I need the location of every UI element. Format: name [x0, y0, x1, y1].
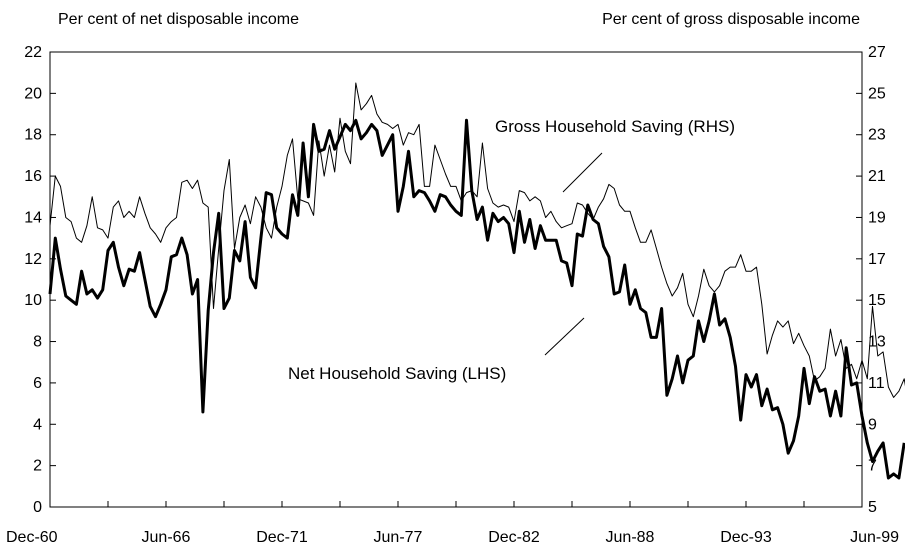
- x-tick-label: Jun-77: [374, 529, 423, 546]
- x-tick-label: Dec-71: [256, 529, 308, 546]
- x-tick-label: Jun-66: [142, 529, 191, 546]
- left-tick-label: 2: [33, 458, 42, 475]
- left-tick-label: 20: [24, 85, 42, 102]
- right-tick-label: 25: [868, 85, 886, 102]
- left-tick-label: 22: [24, 44, 42, 61]
- right-tick-label: 5: [868, 499, 877, 516]
- right-tick-label: 9: [868, 416, 877, 433]
- right-tick-label: 27: [868, 44, 886, 61]
- x-tick-label: Dec-60: [6, 529, 58, 546]
- right-tick-label: 11: [868, 375, 885, 392]
- x-tick-label: Dec-82: [488, 529, 540, 546]
- right-axis-title: Per cent of gross disposable income: [602, 11, 860, 28]
- right-axis: 5 7 9 11 13 15 17 19 21 23 25 27: [856, 44, 886, 516]
- left-tick-label: 10: [24, 292, 42, 309]
- right-tick-label: 15: [868, 292, 886, 309]
- right-tick-label: 7: [868, 458, 877, 475]
- left-axis: 0 2 4 6 8 10 12 14 16 18 20 22: [24, 44, 56, 516]
- left-tick-label: 4: [33, 416, 42, 433]
- left-tick-label: 18: [24, 127, 42, 144]
- left-tick-label: 12: [24, 251, 42, 268]
- left-axis-title: Per cent of net disposable income: [58, 11, 299, 28]
- x-tick-label: Jun-88: [606, 529, 655, 546]
- left-tick-label: 14: [24, 209, 42, 226]
- right-tick-label: 19: [868, 209, 886, 226]
- plot-frame: [49, 51, 863, 508]
- right-tick-label: 17: [868, 251, 886, 268]
- gross-series-annotation: Gross Household Saving (RHS): [495, 117, 735, 136]
- right-tick-label: 13: [868, 334, 886, 351]
- left-tick-label: 0: [33, 499, 42, 516]
- x-tick-label: Jun-99: [850, 529, 899, 546]
- x-tick-label: Dec-93: [720, 529, 772, 546]
- plot-border: [49, 51, 863, 508]
- left-tick-label: 16: [24, 168, 42, 185]
- right-tick-label: 21: [868, 168, 886, 185]
- net-saving-line: [48, 118, 905, 480]
- left-tick-label: 8: [33, 334, 42, 351]
- gross-saving-line: [49, 82, 905, 398]
- net-leader-line: [544, 317, 585, 356]
- gross-leader-line: [562, 152, 603, 193]
- x-axis: Dec-60 Jun-66 Dec-71 Jun-77 Dec-82 Jun-88 Dec-…: [6, 501, 899, 546]
- series-layer: [48, 82, 905, 480]
- left-tick-label: 6: [33, 375, 42, 392]
- net-series-annotation: Net Household Saving (LHS): [288, 364, 506, 383]
- right-tick-label: 23: [868, 127, 886, 144]
